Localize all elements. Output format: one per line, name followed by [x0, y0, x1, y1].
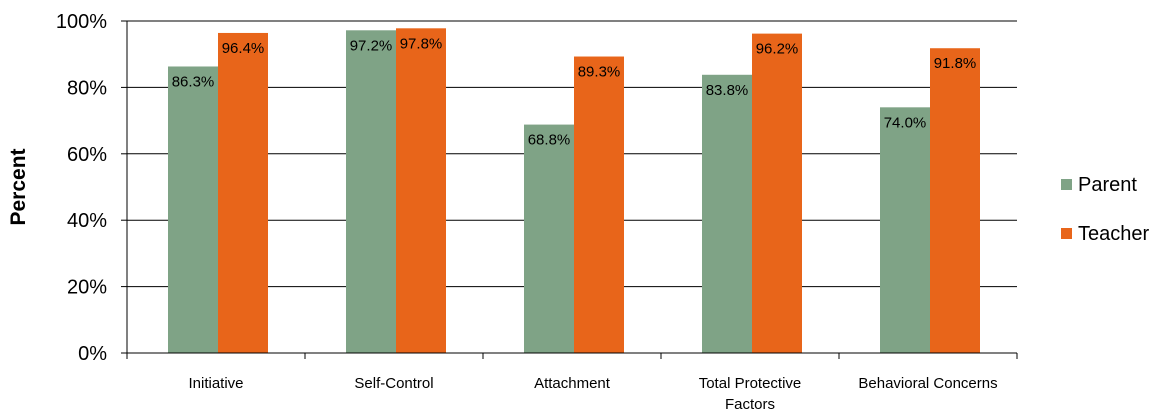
bar-teacher: [218, 32, 268, 354]
y-tick-label: 100%: [56, 11, 107, 33]
legend-label-parent: Parent: [1078, 174, 1137, 196]
x-tick-label: Self-Control: [354, 375, 433, 392]
x-tick-label: Initiative: [188, 375, 243, 392]
x-tick-label: Behavioral Concerns: [858, 375, 997, 392]
bar-parent: [702, 74, 752, 353]
bar-parent: [880, 107, 930, 353]
y-tick-labels: 0% 20% 40% 60% 80% 100%: [56, 11, 107, 365]
data-label: 96.4%: [222, 40, 265, 57]
x-tick-label: Total Protective: [699, 375, 802, 392]
x-tick-label: Factors: [725, 396, 775, 413]
x-tick-labels: Initiative Self-Control Attachment Total Pr…: [188, 375, 997, 413]
legend-label-teacher: Teacher: [1078, 223, 1149, 245]
bar-parent: [168, 66, 218, 353]
legend-swatch-parent: [1061, 179, 1072, 190]
legend-swatch-teacher: [1061, 228, 1072, 239]
data-label: 89.3%: [578, 64, 621, 81]
data-label: 97.2%: [350, 37, 393, 54]
y-tick-label: 80%: [67, 77, 107, 99]
y-tick-label: 20%: [67, 277, 107, 299]
bar-parent: [524, 124, 574, 353]
data-label: 91.8%: [934, 55, 977, 72]
data-label: 86.3%: [172, 73, 215, 90]
bar-parent: [346, 30, 396, 354]
bar-teacher: [574, 56, 624, 354]
bar-teacher: [396, 28, 446, 353]
data-label: 97.8%: [400, 35, 443, 52]
legend: Parent Teacher: [1061, 174, 1149, 245]
bars: [168, 28, 980, 354]
data-label: 68.8%: [528, 132, 571, 149]
y-tick-label: 0%: [78, 343, 107, 365]
y-tick-label: 40%: [67, 210, 107, 232]
y-tick-label: 60%: [67, 144, 107, 166]
bar-teacher: [752, 33, 802, 354]
data-label: 96.2%: [756, 41, 799, 58]
x-tick-label: Attachment: [534, 375, 611, 392]
y-axis-label: Percent: [7, 148, 30, 225]
axes: [121, 20, 1018, 359]
data-label: 83.8%: [706, 82, 749, 99]
data-labels: 86.3% 96.4% 97.2% 97.8% 68.8% 89.3% 83.8% 96.2%…: [172, 35, 977, 148]
data-label: 74.0%: [884, 114, 927, 131]
bar-teacher: [930, 48, 980, 353]
